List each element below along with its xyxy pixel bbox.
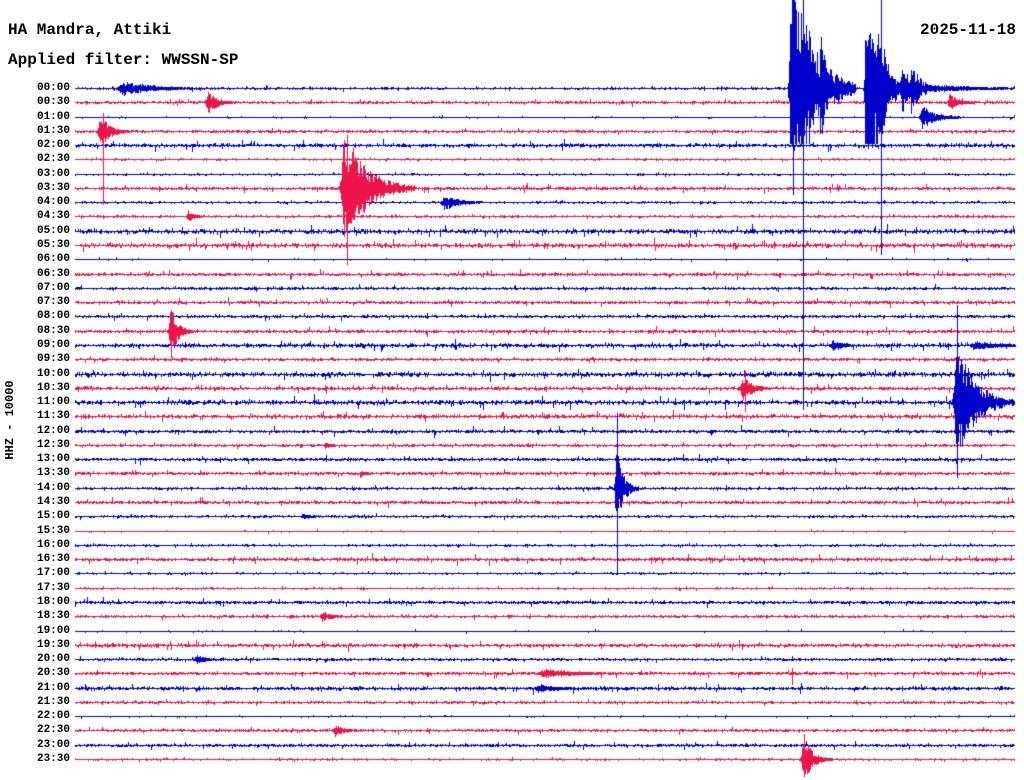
row-time-label: 13:00 bbox=[36, 453, 70, 465]
row-time-label: 05:30 bbox=[36, 239, 70, 251]
record-date: 2025-11-18 bbox=[919, 21, 1016, 39]
row-time-label: 03:30 bbox=[36, 182, 70, 194]
row-time-label: 08:30 bbox=[36, 325, 70, 337]
row-time-label: 00:00 bbox=[36, 82, 70, 94]
row-time-label: 16:30 bbox=[36, 553, 70, 565]
row-time-label: 01:30 bbox=[36, 125, 70, 137]
row-time-label: 17:00 bbox=[36, 567, 70, 579]
row-time-label: 14:30 bbox=[36, 496, 70, 508]
row-time-label: 09:00 bbox=[36, 339, 70, 351]
row-time-label: 07:30 bbox=[36, 296, 70, 308]
row-time-label: 12:00 bbox=[36, 425, 70, 437]
row-time-label: 21:30 bbox=[36, 696, 70, 708]
row-time-label: 02:30 bbox=[36, 153, 70, 165]
row-time-label: 16:00 bbox=[36, 539, 70, 551]
row-time-label: 18:00 bbox=[36, 596, 70, 608]
row-time-label: 10:00 bbox=[36, 368, 70, 380]
row-time-label: 19:00 bbox=[36, 625, 70, 637]
row-time-label: 11:30 bbox=[36, 410, 70, 422]
row-time-label: 14:00 bbox=[36, 482, 70, 494]
row-time-label: 05:00 bbox=[36, 225, 70, 237]
row-time-label: 17:30 bbox=[36, 582, 70, 594]
row-time-label: 18:30 bbox=[36, 610, 70, 622]
row-time-label: 09:30 bbox=[36, 353, 70, 365]
row-time-label: 23:30 bbox=[36, 753, 70, 765]
row-time-label: 22:30 bbox=[36, 724, 70, 736]
row-time-label: 10:30 bbox=[36, 382, 70, 394]
row-time-label: 04:00 bbox=[36, 196, 70, 208]
row-time-label: 23:00 bbox=[36, 739, 70, 751]
row-time-label: 01:00 bbox=[36, 111, 70, 123]
row-time-label: 07:00 bbox=[36, 282, 70, 294]
row-time-label: 13:30 bbox=[36, 467, 70, 479]
row-time-label: 19:30 bbox=[36, 639, 70, 651]
row-time-label: 15:30 bbox=[36, 525, 70, 537]
row-time-label: 00:30 bbox=[36, 96, 70, 108]
applied-filter-label: Applied filter: WWSSN-SP bbox=[8, 51, 239, 69]
row-time-label: 20:30 bbox=[36, 667, 70, 679]
row-time-label: 06:30 bbox=[36, 268, 70, 280]
row-time-label: 03:00 bbox=[36, 168, 70, 180]
row-time-label: 12:30 bbox=[36, 439, 70, 451]
station-title: HA Mandra, Attiki bbox=[8, 21, 172, 39]
row-time-label: 08:00 bbox=[36, 310, 70, 322]
row-time-label: 11:00 bbox=[36, 396, 70, 408]
row-time-label: 02:00 bbox=[36, 139, 70, 151]
row-time-label: 21:00 bbox=[36, 682, 70, 694]
row-time-label: 20:00 bbox=[36, 653, 70, 665]
row-time-label: 06:00 bbox=[36, 253, 70, 265]
row-time-label: 22:00 bbox=[36, 710, 70, 722]
row-time-label: 04:30 bbox=[36, 210, 70, 222]
row-time-label: 15:00 bbox=[36, 510, 70, 522]
